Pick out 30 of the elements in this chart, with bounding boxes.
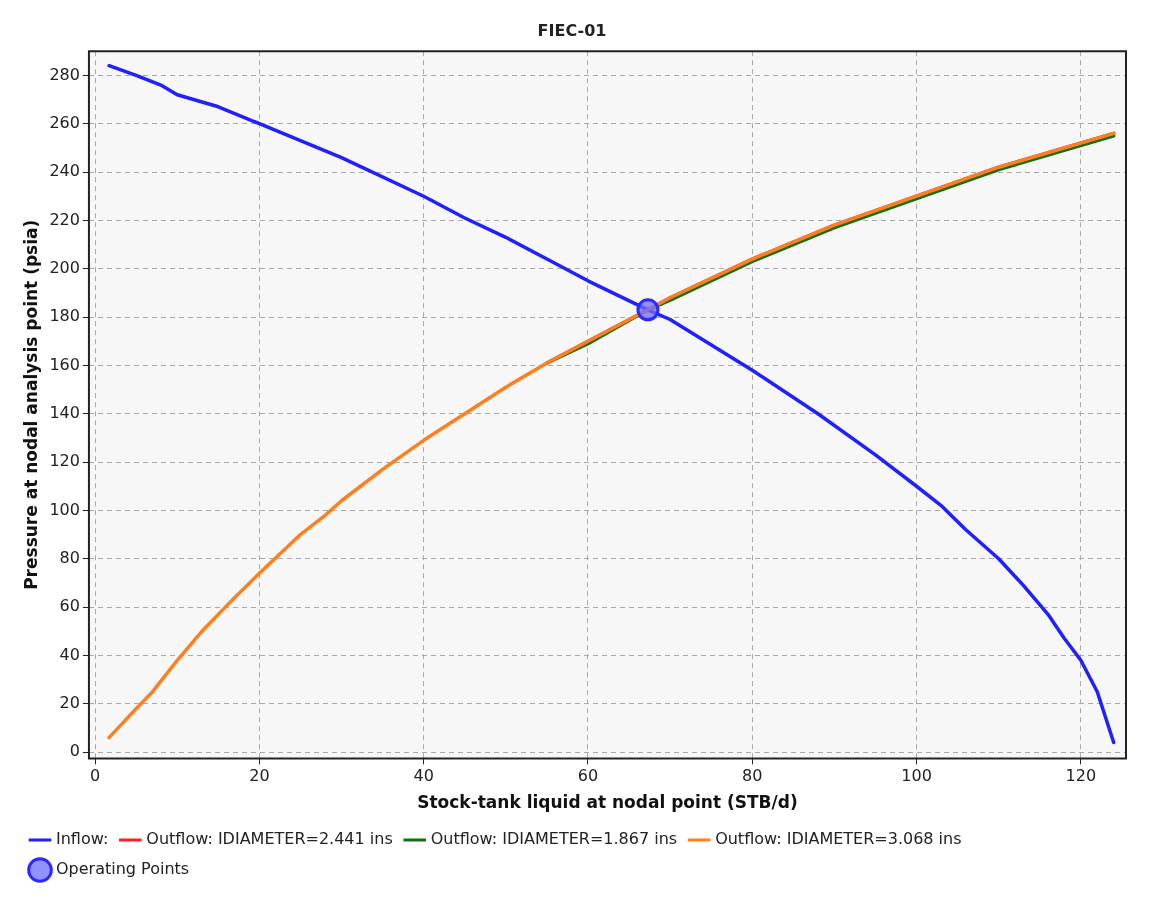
- y-tick-label: 20: [59, 692, 80, 712]
- x-tick-label: 20: [249, 766, 270, 786]
- y-tick-label: 240: [49, 161, 80, 181]
- y-tick-label: 0: [69, 741, 80, 761]
- y-tick-label: 200: [49, 257, 80, 277]
- legend-label: Outflow: IDIAMETER=2.441 ins: [146, 829, 393, 849]
- y-axis-title: Pressure at nodal analysis point (psia): [20, 219, 41, 590]
- legend-label: Outflow: IDIAMETER=3.068 ins: [715, 829, 962, 849]
- y-tick-label: 100: [49, 499, 80, 519]
- y-tick-label: 160: [49, 354, 80, 374]
- x-tick-label: 0: [90, 766, 101, 786]
- legend-label: Inflow:: [56, 829, 109, 849]
- y-tick-label: 180: [49, 306, 80, 326]
- y-tick-label: 260: [49, 112, 80, 132]
- y-tick-label: 220: [49, 209, 80, 229]
- x-axis-title: Stock-tank liquid at nodal point (STB/d): [417, 792, 798, 813]
- y-tick-label: 60: [59, 596, 80, 616]
- y-tick-label: 120: [49, 451, 80, 471]
- y-tick-label: 80: [59, 547, 80, 567]
- legend-label: Outflow: IDIAMETER=1.867 ins: [430, 829, 678, 849]
- y-tick-label: 140: [49, 402, 80, 422]
- x-tick-label: 80: [742, 766, 763, 786]
- y-tick-label: 280: [49, 64, 80, 84]
- x-tick-label: 120: [1065, 766, 1097, 786]
- x-tick-label: 40: [413, 766, 434, 786]
- x-tick-label: 100: [901, 766, 932, 786]
- y-tick-label: 40: [59, 644, 80, 664]
- chart-title: FIEC-01: [537, 20, 607, 40]
- legend-label: Operating Points: [56, 859, 190, 879]
- x-tick-label: 60: [577, 766, 599, 786]
